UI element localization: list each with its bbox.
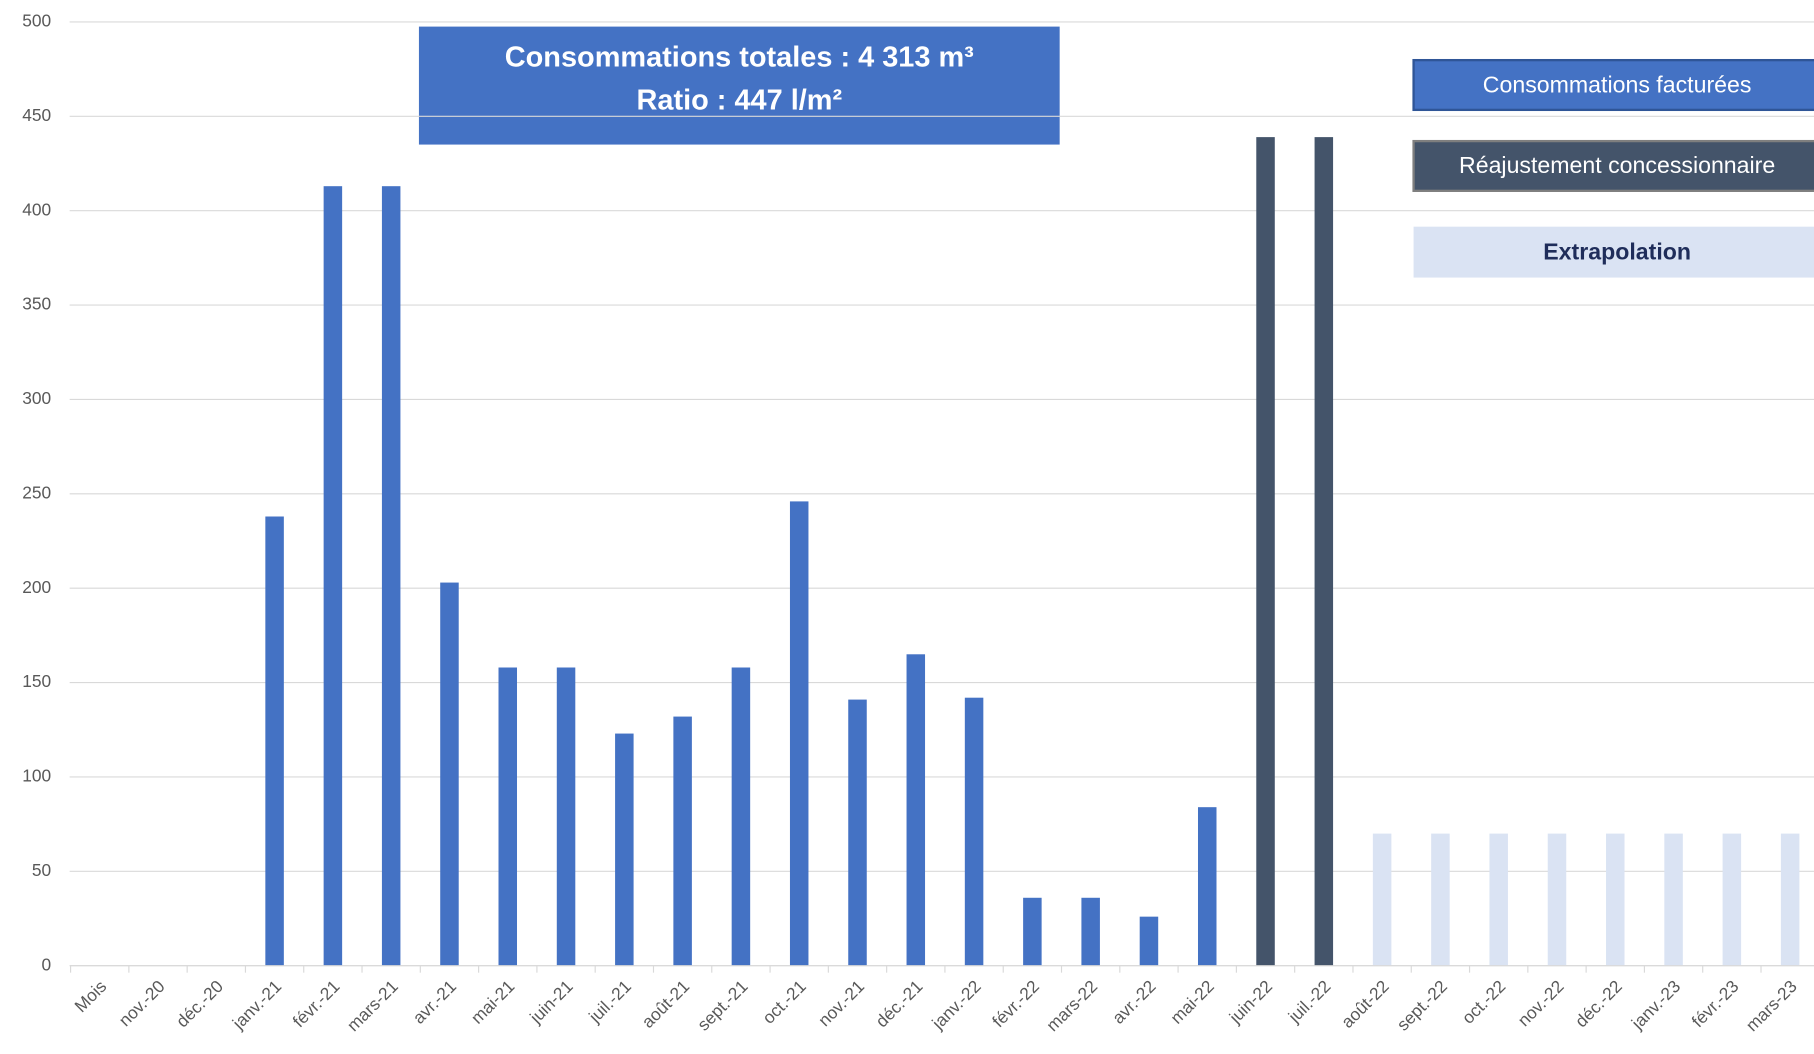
bar: [440, 582, 459, 966]
x-tick-label: janv.-22: [927, 976, 985, 1034]
bar: [556, 667, 576, 966]
y-tick-label: 150: [22, 671, 51, 691]
bar: [1023, 897, 1042, 966]
x-tick-label: juin-21: [525, 976, 577, 1028]
bar: [1372, 833, 1392, 966]
bar: [381, 186, 401, 966]
x-tick-label: Mois: [70, 976, 110, 1016]
x-tick-label: mai-21: [467, 976, 519, 1028]
y-tick-label: 250: [22, 482, 51, 502]
bar: [323, 186, 343, 966]
y-tick-label: 450: [22, 105, 51, 125]
bar: [1314, 137, 1334, 966]
bar: [1431, 833, 1450, 966]
bar: [731, 667, 751, 966]
y-tick-label: 300: [22, 388, 51, 408]
bar: [1780, 833, 1800, 966]
x-tick-label: nov.-22: [1514, 976, 1568, 1030]
bar: [265, 516, 284, 966]
x-tick-label: août-22: [1337, 976, 1393, 1032]
annotation: Consommations totales : 4 313 m³: [505, 42, 974, 74]
bar: [1664, 833, 1683, 966]
x-tick-label: nov.-20: [115, 976, 169, 1030]
bar: [1547, 833, 1567, 966]
bar: [1197, 807, 1217, 966]
y-tick-label: 400: [22, 199, 51, 219]
bar: [848, 699, 867, 966]
bar: [1081, 897, 1100, 966]
x-tick-label: sept.-21: [693, 976, 751, 1034]
x-tick-label: janv.-21: [228, 976, 286, 1034]
legend-label: Extrapolation: [1543, 238, 1691, 264]
legend-box: [1412, 139, 1814, 192]
bar: [1256, 137, 1275, 966]
bar: [1139, 916, 1159, 966]
x-tick-label: mars-22: [1042, 976, 1101, 1035]
bar: [789, 501, 809, 966]
bar: [498, 667, 518, 966]
y-tick-label: 0: [42, 954, 52, 974]
y-tick-label: 50: [32, 860, 51, 880]
bar: [615, 733, 634, 966]
x-tick-label: févr.-23: [1688, 976, 1743, 1031]
y-tick-label: 100: [22, 766, 51, 786]
x-tick-label: févr.-22: [988, 976, 1043, 1031]
legend-box: [1413, 226, 1814, 278]
x-tick-label: oct.-22: [1458, 976, 1510, 1028]
bar: [964, 697, 984, 966]
x-tick-label: nov.-21: [814, 976, 868, 1030]
y-tick-label: 350: [22, 294, 51, 314]
x-tick-label: déc.-21: [871, 976, 926, 1031]
x-tick-label: déc.-22: [1571, 976, 1626, 1031]
x-tick-label: mai-22: [1166, 976, 1218, 1028]
x-tick-label: juil.-22: [1284, 976, 1335, 1027]
annotation: Ratio : 447 l/m²: [636, 84, 842, 116]
legend-box: [1412, 58, 1814, 112]
x-tick-label: déc.-20: [172, 976, 227, 1031]
x-tick-label: avr.-21: [409, 976, 461, 1028]
bar: [1489, 833, 1508, 966]
x-tick-label: mars-23: [1742, 976, 1801, 1035]
legend-label: Consommations facturées: [1483, 71, 1752, 97]
bar: [673, 716, 692, 966]
x-tick-label: sept.-22: [1393, 976, 1451, 1034]
x-tick-label: juin-22: [1225, 976, 1277, 1028]
x-tick-label: avr.-22: [1108, 976, 1160, 1028]
x-tick-label: févr.-21: [289, 976, 344, 1031]
y-tick-label: 200: [22, 577, 51, 597]
x-tick-label: oct.-21: [758, 976, 810, 1028]
summary-box: [418, 26, 1060, 145]
x-tick-label: janv.-23: [1627, 976, 1685, 1034]
bar: [1606, 833, 1625, 966]
legend-label: Réajustement concessionnaire: [1459, 152, 1775, 178]
bar: [906, 654, 926, 966]
x-tick-label: juil.-21: [584, 976, 635, 1027]
y-tick-label: 500: [22, 11, 51, 31]
x-tick-label: mars-21: [343, 976, 402, 1035]
x-tick-label: août-21: [638, 976, 694, 1032]
bar: [1722, 833, 1742, 966]
